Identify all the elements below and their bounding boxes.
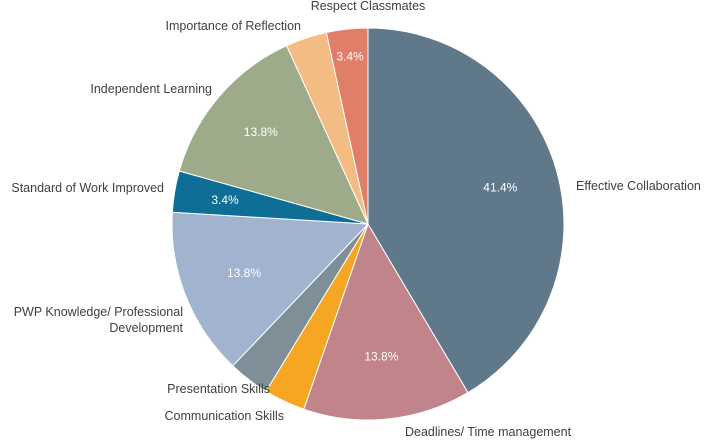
category-label-standard-of-work-improved: Standard of Work Improved	[11, 181, 164, 195]
pct-label-pwp-knowledge-professional-development: 13.8%	[227, 266, 261, 280]
slice-independent-learning	[178, 45, 369, 225]
category-label-deadlines-time-management: Deadlines/ Time management	[405, 425, 572, 439]
pie-slices	[171, 27, 565, 421]
percent-labels: 41.4% 13.8% 13.8% 3.4% 13.8% 3.4%	[211, 49, 517, 363]
category-label-importance-of-reflection: Importance of Reflection	[166, 19, 302, 33]
category-label-presentation-skills: Presentation Skills	[167, 382, 270, 396]
category-labels: Effective Collaboration Deadlines/ Time m…	[11, 0, 701, 439]
category-label-communication-skills: Communication Skills	[165, 409, 284, 423]
pct-label-effective-collaboration: 41.4%	[483, 181, 517, 195]
slice-pwp-knowledge-professional-development	[171, 211, 370, 367]
category-label-effective-collaboration: Effective Collaboration	[576, 179, 701, 193]
pct-label-independent-learning: 13.8%	[244, 125, 278, 139]
slice-respect-classmates	[325, 27, 369, 225]
slice-effective-collaboration	[367, 27, 565, 394]
category-label-pwp-knowledge-professional-development: PWP Knowledge/ Professional Development	[14, 305, 184, 335]
category-label-independent-learning: Independent Learning	[90, 82, 212, 96]
category-label-respect-classmates: Respect Classmates	[311, 0, 426, 13]
slice-deadlines-time-management	[303, 222, 469, 421]
pct-label-respect-classmates: 3.4%	[336, 49, 364, 63]
pct-label-standard-of-work-improved: 3.4%	[211, 193, 239, 207]
pct-label-deadlines-time-management: 13.8%	[364, 350, 398, 364]
